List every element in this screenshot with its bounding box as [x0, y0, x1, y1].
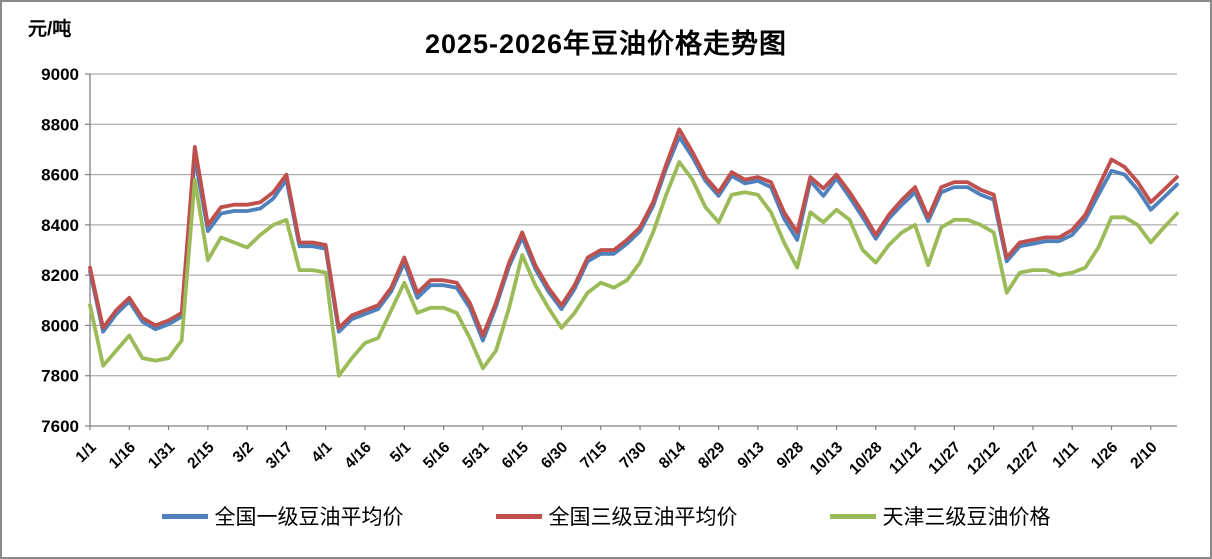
chart-legend: 全国一级豆油平均价 全国三级豆油平均价 天津三级豆油价格	[2, 501, 1210, 531]
x-axis-tick-label: 4/1	[308, 439, 336, 467]
x-axis-tick-label: 5/31	[459, 439, 493, 473]
legend-label: 全国三级豆油平均价	[548, 505, 738, 529]
x-axis-tick-label: 7/15	[577, 439, 611, 473]
legend-item-national-grade1: 全国一级豆油平均价	[161, 501, 404, 531]
legend-label: 天津三级豆油价格	[882, 505, 1051, 529]
y-axis-tick-label: 9000	[41, 65, 79, 84]
y-axis-tick-label: 8200	[41, 266, 79, 285]
series-line-全国三级豆油平均价	[88, 127, 1179, 338]
x-axis-tick-label: 12/12	[964, 439, 1003, 478]
legend-item-tianjin-grade3: 天津三级豆油价格	[829, 501, 1051, 531]
x-axis-tick-label: 3/2	[230, 439, 257, 466]
legend-swatch-blue-icon	[161, 513, 208, 519]
x-axis-tick-label: 11/27	[925, 439, 964, 478]
chart-title: 2025-2026年豆油价格走势图	[424, 29, 788, 59]
legend-item-national-grade3: 全国三级豆油平均价	[495, 501, 738, 531]
x-axis-tick-label: 1/26	[1088, 439, 1122, 473]
x-axis-tick-label: 5/16	[420, 439, 454, 473]
x-axis-tick-label: 7/30	[617, 439, 650, 472]
x-axis-tick-label: 1/1	[73, 439, 101, 467]
y-axis-tick-label: 7800	[41, 367, 79, 386]
x-axis-tick-label: 10/28	[846, 439, 886, 479]
x-axis-tick-label: 1/16	[106, 439, 140, 473]
legend-label: 全国一级豆油平均价	[214, 505, 404, 529]
y-axis-tick-label: 7600	[41, 417, 79, 436]
y-axis-tick-label: 8400	[41, 216, 79, 235]
x-axis-tick-label: 1/31	[145, 439, 179, 473]
x-axis-tick-label: 1/11	[1049, 439, 1082, 472]
x-axis-tick-label: 6/15	[499, 439, 533, 473]
y-axis-tick-label: 8000	[41, 316, 79, 335]
series-line-全国一级豆油平均价	[88, 134, 1179, 343]
x-axis-tick-label: 3/17	[263, 439, 296, 472]
x-axis-tick-label: 9/13	[734, 439, 768, 473]
x-axis-tick-label: 12/27	[1003, 439, 1042, 478]
legend-swatch-red-icon	[495, 513, 542, 519]
x-axis-tick-label: 2/15	[184, 439, 218, 473]
x-axis-tick-label: 8/14	[656, 439, 690, 473]
y-axis-tick-label: 8800	[41, 115, 79, 134]
x-axis-tick-label: 5/1	[387, 439, 415, 467]
series-line-天津三级豆油价格	[88, 160, 1179, 378]
x-axis-tick-label: 11/12	[886, 439, 925, 478]
x-axis-tick-label: 4/16	[341, 439, 375, 473]
y-axis-tick-label: 8600	[41, 166, 79, 185]
x-axis-tick-label: 8/29	[695, 439, 729, 473]
x-axis-tick-label: 6/30	[538, 439, 571, 472]
x-axis-tick-label: 10/13	[807, 439, 847, 479]
x-axis-tick-label: 2/10	[1127, 439, 1160, 472]
y-axis-unit-label: 元/吨	[28, 19, 72, 40]
x-axis-tick-label: 9/28	[774, 439, 808, 473]
legend-swatch-green-icon	[829, 513, 876, 519]
